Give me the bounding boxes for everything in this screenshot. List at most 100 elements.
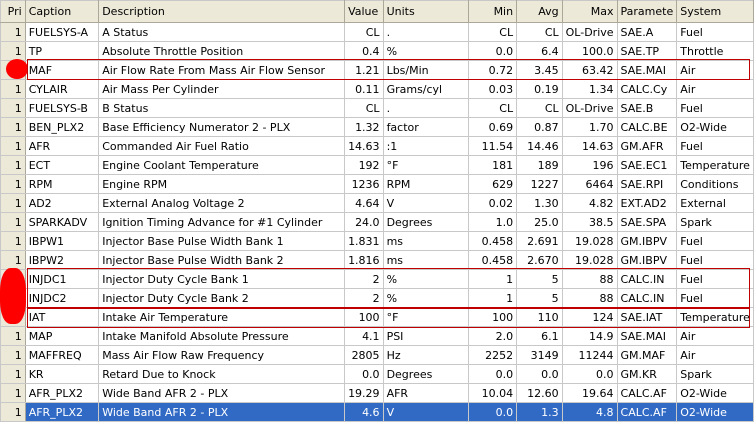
- cell-param: CALC.BE: [616, 117, 678, 137]
- cell-param: CALC.IN: [616, 288, 678, 308]
- cell-avg: 14.46: [516, 136, 563, 156]
- col-header-system[interactable]: System: [676, 0, 754, 23]
- col-header-avg[interactable]: Avg: [516, 0, 563, 23]
- cell-avg: 2.691: [516, 231, 563, 251]
- cell-avg: 5: [516, 288, 563, 308]
- cell-pri: 1: [0, 22, 26, 42]
- cell-caption: CYLAIR: [24, 79, 100, 99]
- cell-pri: 1: [0, 193, 26, 213]
- table-row[interactable]: 1 BEN_PLX2 Base Efficiency Numerator 2 - P…: [0, 117, 754, 137]
- cell-units: AFR: [382, 383, 470, 403]
- cell-max: OL-Drive: [561, 98, 618, 118]
- cell-value: 1.831: [344, 231, 384, 251]
- table-row[interactable]: 1 AFR_PLX2 Wide Band AFR 2 - PLX 19.29 AFR 10…: [0, 383, 754, 403]
- cell-max: 38.5: [561, 212, 618, 232]
- cell-caption: AD2: [24, 193, 100, 213]
- cell-value: 4.64: [344, 193, 384, 213]
- cell-min: 0.458: [468, 231, 518, 251]
- cell-max: 0.0: [561, 364, 618, 384]
- cell-pri: 1: [0, 136, 26, 156]
- cell-description: Ignition Timing Advance for #1 Cylinder: [98, 212, 346, 232]
- cell-system: Fuel: [676, 269, 754, 289]
- cell-units: Hz: [382, 345, 470, 365]
- cell-avg: 25.0: [516, 212, 563, 232]
- cell-max: 19.028: [561, 231, 618, 251]
- cell-units: V: [382, 402, 470, 422]
- cell-avg: CL: [516, 22, 563, 42]
- cell-units: %: [382, 269, 470, 289]
- cell-max: 100.0: [561, 41, 618, 61]
- cell-pri: 1: [0, 79, 26, 99]
- annotation-marker-maf: [6, 59, 28, 79]
- cell-system: External: [676, 193, 754, 213]
- table-row[interactable]: 1 MAP Intake Manifold Absolute Pressure 4.1…: [0, 326, 754, 346]
- cell-param: SAE.SPA: [616, 212, 678, 232]
- table-row[interactable]: 1 TP Absolute Throttle Position 0.4% 0.0 6.4 1…: [0, 41, 754, 61]
- table-row[interactable]: 1 IBPW1 Injector Base Pulse Width Bank 1 1.…: [0, 231, 754, 251]
- cell-caption: INJDC2: [24, 288, 100, 308]
- cell-system: Fuel: [676, 22, 754, 42]
- col-header-value[interactable]: Value: [344, 0, 384, 23]
- cell-system: Air: [676, 345, 754, 365]
- table-row[interactable]: 1 KR Retard Due to Knock 0.0 Degrees 0.0 0.0 0.…: [0, 364, 754, 384]
- cell-value: 2: [344, 288, 384, 308]
- col-header-max[interactable]: Max: [561, 0, 618, 23]
- cell-description: Injector Base Pulse Width Bank 2: [98, 250, 346, 270]
- cell-value: 14.63: [344, 136, 384, 156]
- table-row[interactable]: 1 AFR_PLX2 Wide Band AFR 2 - PLX 4.6 V 0.0 1.3…: [0, 402, 754, 422]
- cell-param: SAE.MAI: [616, 326, 678, 346]
- table-row[interactable]: 1 FUELSYS-B B Status CL. CL CL OL-Drive SAE.B Fu…: [0, 98, 754, 118]
- cell-units: ms: [382, 250, 470, 270]
- col-header-parameter[interactable]: Paramete: [616, 0, 678, 23]
- col-header-caption[interactable]: Caption: [24, 0, 100, 23]
- cell-caption: KR: [24, 364, 100, 384]
- cell-caption: FUELSYS-B: [24, 98, 100, 118]
- table-row[interactable]: 1 IBPW2 Injector Base Pulse Width Bank 2 1.…: [0, 250, 754, 270]
- cell-units: Grams/cyl: [382, 79, 470, 99]
- cell-pri: 1: [0, 98, 26, 118]
- cell-value: 4.6: [344, 402, 384, 422]
- cell-min: CL: [468, 98, 518, 118]
- cell-units: factor: [382, 117, 470, 137]
- table-row[interactable]: IAT Intake Air Temperature 100 °F 100 110 124 S…: [0, 307, 754, 327]
- cell-param: CALC.AF: [616, 402, 678, 422]
- cell-avg: 6.4: [516, 41, 563, 61]
- table-row[interactable]: INJDC1 Injector Duty Cycle Bank 1 2% 1 5 88 CA…: [0, 269, 754, 289]
- cell-value: 1236: [344, 174, 384, 194]
- table-row[interactable]: 1 MAFFREQ Mass Air Flow Raw Frequency 2805 H…: [0, 345, 754, 365]
- cell-description: Intake Manifold Absolute Pressure: [98, 326, 346, 346]
- cell-system: Temperature: [676, 155, 754, 175]
- cell-param: GM.IBPV: [616, 250, 678, 270]
- col-header-description[interactable]: Description: [98, 0, 346, 23]
- cell-param: SAE.TP: [616, 41, 678, 61]
- cell-min: 629: [468, 174, 518, 194]
- cell-system: Fuel: [676, 288, 754, 308]
- table-row[interactable]: 1 AD2 External Analog Voltage 2 4.64 V 0.02 1.…: [0, 193, 754, 213]
- cell-system: Fuel: [676, 136, 754, 156]
- table-row[interactable]: 1 ECT Engine Coolant Temperature 192 °F 181 18…: [0, 155, 754, 175]
- col-header-pri[interactable]: Pri: [0, 0, 26, 23]
- col-header-min[interactable]: Min: [468, 0, 518, 23]
- table-row[interactable]: 1 AFR Commanded Air Fuel Ratio 14.63:1 11.54…: [0, 136, 754, 156]
- table-row[interactable]: 1 CYLAIR Air Mass Per Cylinder 0.11 Grams/cy…: [0, 79, 754, 99]
- cell-system: Spark: [676, 364, 754, 384]
- cell-caption: MAFFREQ: [24, 345, 100, 365]
- cell-value: 100: [344, 307, 384, 327]
- table-row[interactable]: 1 RPM Engine RPM 1236 RPM 629 1227 6464 SAE.RPI C…: [0, 174, 754, 194]
- cell-units: Lbs/Min: [382, 60, 470, 80]
- cell-max: 4.8: [561, 402, 618, 422]
- table-row[interactable]: 1 FUELSYS-A A Status CL. CL CL OL-Drive SAE.A Fu…: [0, 22, 754, 42]
- cell-avg: 5: [516, 269, 563, 289]
- cell-min: 181: [468, 155, 518, 175]
- table-row[interactable]: 1 SPARKADV Ignition Timing Advance for #1 …: [0, 212, 754, 232]
- cell-caption: TP: [24, 41, 100, 61]
- table-row[interactable]: MAF Air Flow Rate From Mass Air Flow Sens…: [0, 60, 754, 80]
- cell-caption: MAP: [24, 326, 100, 346]
- cell-pri: 1: [0, 174, 26, 194]
- col-header-units[interactable]: Units: [382, 0, 470, 23]
- table-row[interactable]: INJDC2 Injector Duty Cycle Bank 2 2% 1 5 88 CA…: [0, 288, 754, 308]
- cell-avg: 1.30: [516, 193, 563, 213]
- cell-min: 0.69: [468, 117, 518, 137]
- cell-pri: 1: [0, 326, 26, 346]
- cell-min: 11.54: [468, 136, 518, 156]
